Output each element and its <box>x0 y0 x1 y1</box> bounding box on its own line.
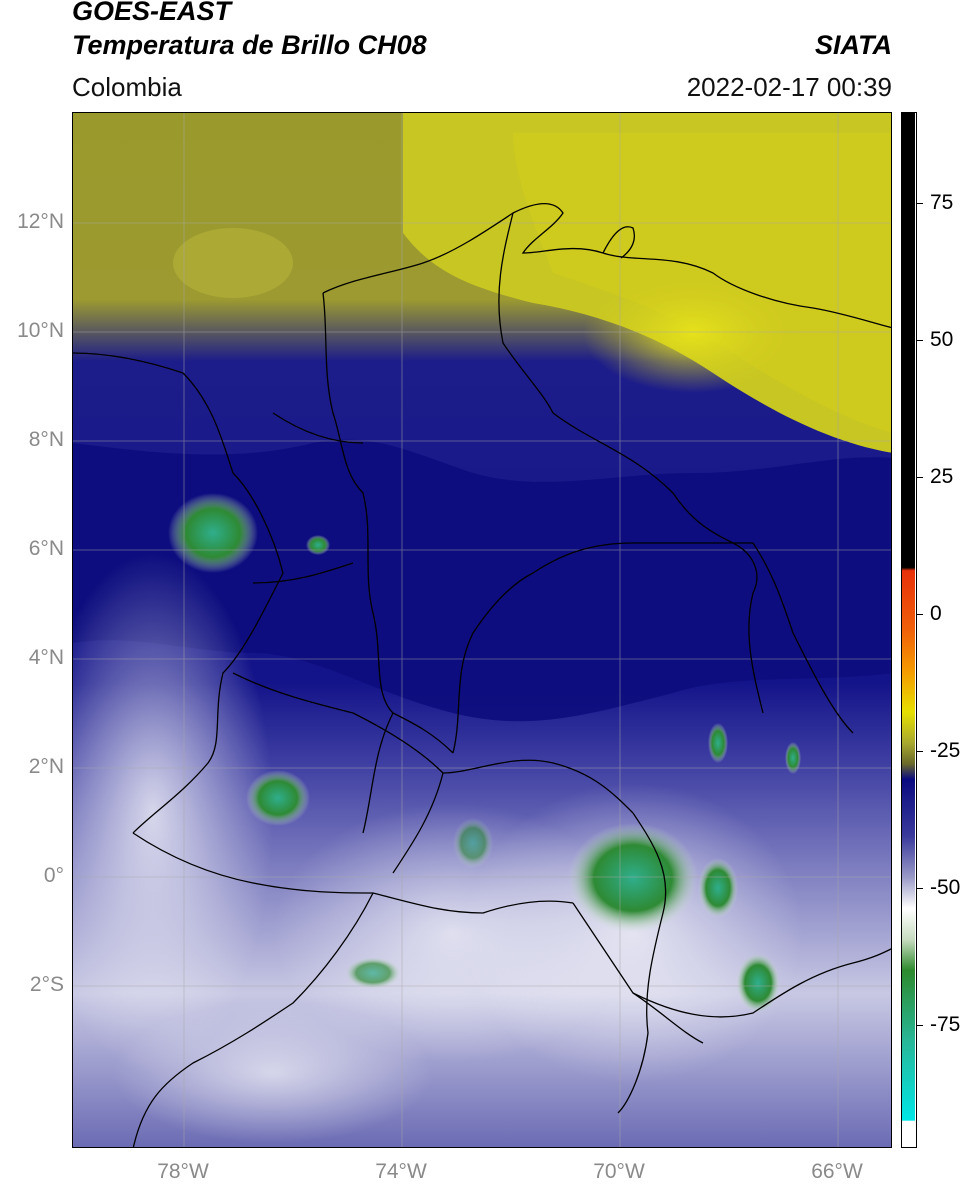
title-line-1: GOES-EAST <box>72 0 232 26</box>
lat-label-0: 0° <box>43 864 64 887</box>
colorbar-tick <box>917 203 923 204</box>
colorbar-tick <box>917 1025 923 1026</box>
brand-label: SIATA <box>815 30 892 60</box>
title-line-2: Temperatura de Brillo CH08 <box>72 30 427 60</box>
colorbar-tick <box>917 477 923 478</box>
lat-label-12n: 12°N <box>17 210 64 233</box>
colorbar-label-0: 0 <box>930 602 942 625</box>
graticule <box>73 113 891 1147</box>
storm-cell-3 <box>568 823 698 933</box>
colorbar-label-neg50: -50 <box>930 876 961 899</box>
lat-label-6n: 6°N <box>28 537 64 560</box>
lon-label-70w: 70°W <box>593 1160 645 1183</box>
lat-label-4n: 4°N <box>28 646 64 669</box>
coastlines-borders <box>73 202 891 1147</box>
region-label: Colombia <box>72 72 182 102</box>
colorbar-label-neg25: -25 <box>930 739 961 762</box>
lon-label-78w: 78°W <box>157 1160 209 1183</box>
colorbar <box>901 112 917 1148</box>
storm-cell-1 <box>168 493 258 573</box>
colorbar-tick <box>917 751 923 752</box>
colorbar-label-75: 75 <box>930 191 954 214</box>
colorbar-label-neg75: -75 <box>930 1013 961 1036</box>
lon-label-74w: 74°W <box>375 1160 427 1183</box>
lat-label-8n: 8°N <box>28 428 64 451</box>
colorbar-tick <box>917 888 923 889</box>
lon-label-66w: 66°W <box>811 1160 863 1183</box>
colorbar-label-50: 50 <box>930 328 954 351</box>
lat-label-10n: 10°N <box>17 319 64 342</box>
colorbar-tick <box>917 340 923 341</box>
map-canvas <box>73 113 891 1147</box>
colorbar-label-25: 25 <box>930 465 954 488</box>
lat-label-2s: 2°S <box>29 973 64 996</box>
timestamp-label: 2022-02-17 00:39 <box>686 72 892 102</box>
storm-cell-2 <box>246 770 310 826</box>
colorbar-tick <box>917 614 923 615</box>
lat-label-2n: 2°N <box>28 755 64 778</box>
satellite-map <box>72 112 892 1148</box>
